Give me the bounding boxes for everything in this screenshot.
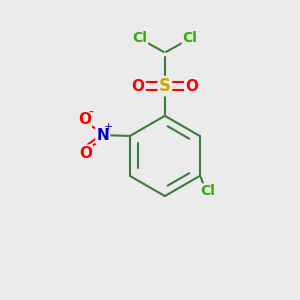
Text: Cl: Cl (200, 184, 215, 199)
Text: O: O (78, 112, 91, 127)
Text: S: S (159, 77, 171, 95)
Text: O: O (132, 79, 145, 94)
Text: O: O (79, 146, 92, 160)
Text: Cl: Cl (132, 31, 147, 45)
Text: N: N (96, 128, 109, 143)
Text: -: - (88, 106, 93, 120)
Text: +: + (103, 122, 113, 132)
Text: O: O (185, 79, 198, 94)
Text: Cl: Cl (183, 31, 198, 45)
